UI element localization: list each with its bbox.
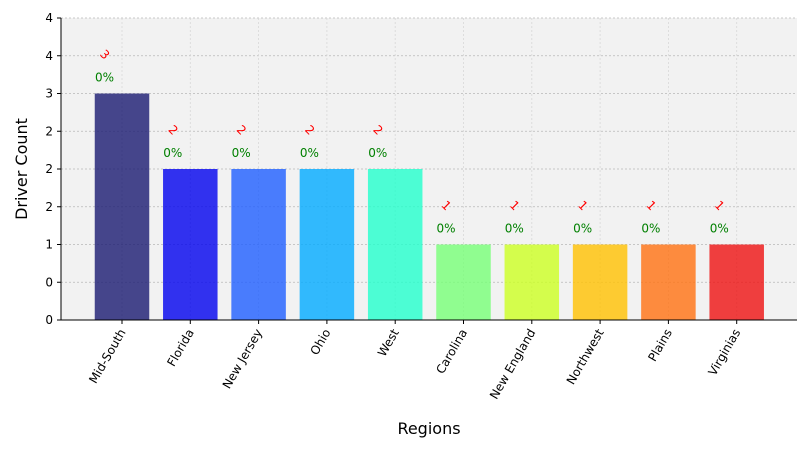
y-axis-title: Driver Count bbox=[12, 118, 31, 220]
bar-ohio bbox=[299, 169, 355, 320]
percent-label: 0% bbox=[505, 222, 524, 236]
bar-northwest bbox=[572, 244, 628, 320]
percent-label: 0% bbox=[710, 222, 729, 236]
percent-label: 0% bbox=[300, 146, 319, 160]
bar-labels: 0%30%20%20%20%20%10%10%10%10%1 bbox=[95, 47, 729, 235]
percent-label: 0% bbox=[163, 146, 182, 160]
percent-label: 0% bbox=[95, 71, 114, 85]
y-tick-label: 3 bbox=[45, 87, 53, 101]
bar-virginias bbox=[709, 244, 764, 320]
bar-west bbox=[367, 169, 423, 320]
x-tick-label: New England bbox=[487, 327, 538, 402]
y-tick-label: 4 bbox=[45, 49, 53, 63]
x-tick-label: West bbox=[375, 326, 402, 359]
percent-label: 0% bbox=[368, 146, 387, 160]
x-tick-label: Florida bbox=[164, 327, 197, 369]
y-tick-label: 0 bbox=[45, 313, 53, 327]
x-tick-label: Carolina bbox=[433, 327, 470, 377]
y-tick-label: 2 bbox=[45, 200, 53, 214]
percent-label: 0% bbox=[437, 222, 456, 236]
percent-label: 0% bbox=[232, 146, 251, 160]
bar-carolina bbox=[436, 244, 491, 320]
bar-new-england bbox=[504, 244, 560, 320]
x-tick-label: Ohio bbox=[308, 327, 334, 358]
x-tick-label: New Jersey bbox=[220, 327, 265, 392]
percent-label: 0% bbox=[641, 222, 660, 236]
percent-label: 0% bbox=[573, 222, 592, 236]
x-tick-label: Plains bbox=[645, 327, 675, 364]
y-tick-label: 2 bbox=[45, 124, 53, 138]
y-tick-label: 1 bbox=[45, 238, 53, 252]
bars bbox=[94, 93, 764, 320]
bar-plains bbox=[641, 244, 696, 320]
bar-mid-south bbox=[94, 93, 150, 320]
y-ticks: 0 0 1 2 2 2 3 4 4 bbox=[45, 11, 61, 327]
y-tick-label: 0 bbox=[45, 275, 53, 289]
y-tick-label: 4 bbox=[45, 11, 53, 25]
x-tick-label: Mid-South bbox=[86, 327, 128, 386]
x-tick-label: Virginias bbox=[705, 327, 743, 379]
x-ticks: Mid-South Florida New Jersey Ohio West Caroli… bbox=[86, 320, 743, 402]
y-tick-label: 2 bbox=[45, 162, 53, 176]
bar-new-jersey bbox=[231, 169, 286, 320]
x-axis-title: Regions bbox=[397, 419, 460, 438]
x-tick-label: Northwest bbox=[564, 326, 607, 387]
bar-florida bbox=[163, 169, 218, 320]
